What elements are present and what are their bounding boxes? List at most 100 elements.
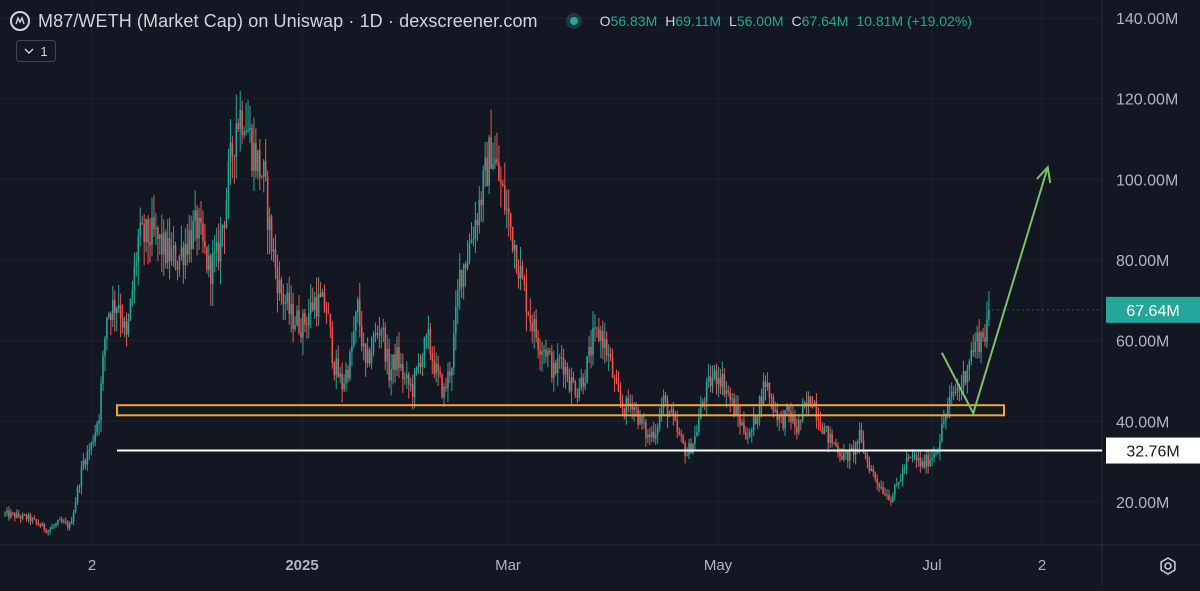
candle-body [582,377,584,387]
candle-body [713,370,716,379]
candle-body [23,514,26,516]
candle-body [572,377,575,383]
candle-body [370,351,373,364]
forecast-arrowhead [1036,165,1052,184]
candle-body [551,351,553,378]
candle-body [823,426,826,434]
candle-body [29,514,32,522]
high-label: H [665,13,676,29]
candle-body [764,381,767,387]
candle-body [280,279,283,294]
indicator-count: 1 [40,43,48,59]
candle-body [925,454,927,468]
candle-body [758,396,761,418]
candle-body [347,369,349,379]
candle-body [57,520,59,524]
candle-body [517,272,520,279]
high-value: 69.11M [675,13,722,29]
x-tick-label: Mar [495,557,521,574]
candle-body [456,289,459,307]
candle-body [760,396,763,406]
candle-body [662,395,665,408]
candle-body [833,442,835,444]
candle-body [51,526,53,530]
candle-body [298,310,300,333]
candle-body [241,110,243,135]
candle-body [749,432,751,438]
candle-body [327,312,330,315]
candle-body [449,371,451,376]
candle-body [272,249,275,252]
candle-body [231,142,234,156]
candle-body [253,142,255,171]
candle-body [66,522,69,528]
candle-body [731,398,733,400]
candle-body [962,371,965,388]
candle-body [439,371,441,375]
candle-body [762,381,765,406]
candle-body [239,110,241,130]
candle-body [61,519,63,523]
candle-body [296,310,298,326]
candle-body [115,308,118,314]
chart-header: M87/WETH (Market Cap) on Uniswap · 1D · … [10,8,972,34]
candle-body [560,357,563,359]
candle-body [288,292,290,314]
candle-body [917,457,920,461]
candle-body [549,350,551,352]
candle-body [476,219,479,226]
candle-body [90,442,93,450]
candle-body [688,443,690,456]
candle-body [4,512,6,515]
candle-body [482,170,485,206]
candle-body [707,376,710,382]
candle-body [858,429,861,444]
candle-body [286,292,289,303]
candle-body [694,435,696,444]
candle-body [701,401,704,405]
settings-gear-icon[interactable] [1158,556,1178,576]
candle-body [176,268,179,270]
candle-body [400,363,402,368]
candle-body [143,223,145,243]
candle-body [664,395,667,400]
candle-body [623,407,626,417]
candle-body [88,449,91,452]
candle-body [988,309,990,320]
candle-body [868,462,871,471]
candle-body [213,251,216,254]
candle-body [362,343,365,347]
candle-body [92,442,94,444]
candle-body [398,347,400,368]
candle-body [204,240,206,248]
indicators-toggle-button[interactable]: 1 [16,40,56,62]
candle-body [374,333,377,336]
candle-body [276,266,279,294]
candle-body [539,350,541,355]
candle-body [602,330,604,349]
candle-body [896,483,898,485]
candle-body [486,157,488,186]
market-status-icon[interactable] [565,13,582,29]
candle-body [519,265,522,279]
candle-body [43,523,45,530]
candle-body [39,524,42,527]
candle-body [223,225,226,228]
candle-body [984,337,986,342]
candle-body [492,163,494,169]
candle-body [903,468,906,470]
candle-body [325,310,328,313]
candle-body [70,521,73,524]
candle-body [945,414,947,422]
y-tick-label: 100.00M [1116,172,1178,189]
candle-body [257,150,259,172]
candle-body [921,461,924,467]
candle-body [368,349,371,364]
candle-body [172,245,175,249]
candle-body [227,161,230,201]
candle-body [68,523,71,528]
candle-body [841,456,843,460]
candle-body [952,391,955,393]
